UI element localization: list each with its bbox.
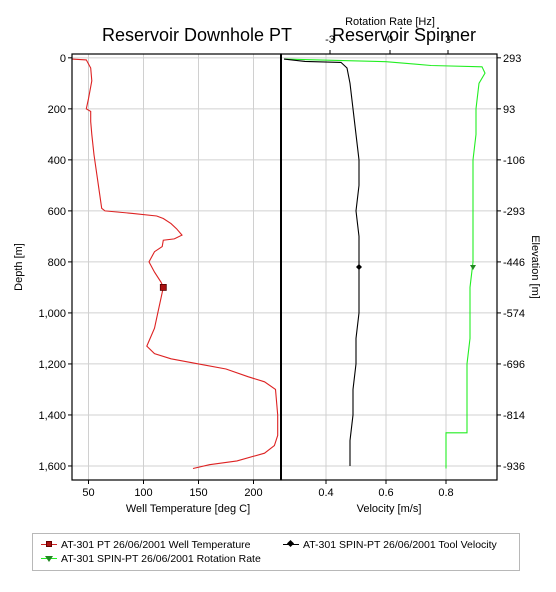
temperature-tick-label: 150 [189,487,207,499]
depth-tick-label: 200 [48,104,66,116]
temperature-tick-label: 100 [134,487,152,499]
depth-tick-label: 0 [60,53,66,65]
elevation-tick-label: 293 [503,53,521,65]
legend-label: AT-301 SPIN-PT 26/06/2001 Tool Velocity [303,539,497,551]
legend-label: AT-301 PT 26/06/2001 Well Temperature [61,539,251,551]
rotation-rate-tick-label: 3 [445,34,451,46]
red-square-marker-icon [41,540,57,550]
elevation-tick-label: -936 [503,461,525,473]
legend-label: AT-301 SPIN-PT 26/06/2001 Rotation Rate [61,553,261,565]
tool-velocity-line [283,58,360,466]
depth-tick-label: 1,200 [38,359,66,371]
black-diamond-marker-icon [283,539,299,550]
rotation-rate-line [283,58,486,469]
elevation-axis-label: Elevation [m] [529,235,541,299]
depth-tick-label: 1,400 [38,410,66,422]
depth-tick-label: 1,000 [38,308,66,320]
elevation-tick-label: -574 [503,308,525,320]
depth-tick-label: 400 [48,155,66,167]
green-triangle-marker-icon [41,554,57,564]
depth-tick-label: 600 [48,206,66,218]
rotation-rate-tick-label: -3 [325,34,335,46]
temperature-tick-label: 50 [82,487,94,499]
well-temperature-line [71,58,279,470]
elevation-tick-label: -446 [503,257,525,269]
rotation-rate-tick-label: 0 [387,34,393,46]
left-plot-frame [71,53,282,481]
depth-tick-label: 800 [48,257,66,269]
rotation-rate-marker [470,265,476,270]
rotation-rate-axis-label: Rotation Rate [Hz] [345,16,435,28]
tool-velocity-marker [356,264,362,270]
well-temperature-marker [159,284,167,291]
elevation-tick-label: -293 [503,206,525,218]
elevation-tick-label: -106 [503,155,525,167]
legend-item-rotation-rate: AT-301 SPIN-PT 26/06/2001 Rotation Rate [41,553,261,565]
depth-axis-label: Depth [m] [13,243,25,291]
temperature-axis-label: Well Temperature [deg C] [126,503,250,515]
temperature-tick-label: 200 [244,487,262,499]
legend-item-well-temperature: AT-301 PT 26/06/2001 Well Temperature [41,539,251,551]
right-chart-title: Reservoir Spinner [332,25,476,45]
left-chart-title: Reservoir Downhole PT [102,25,292,45]
velocity-tick-label: 0.4 [318,487,333,499]
right-plot-frame [280,53,498,481]
legend-item-tool-velocity: AT-301 SPIN-PT 26/06/2001 Tool Velocity [283,539,497,551]
elevation-tick-label: -696 [503,359,525,371]
elevation-tick-label: -814 [503,410,525,422]
depth-tick-label: 1,600 [38,461,66,473]
elevation-tick-label: 93 [503,104,515,116]
velocity-tick-label: 0.8 [438,487,453,499]
velocity-tick-label: 0.6 [378,487,393,499]
legend: AT-301 PT 26/06/2001 Well Temperature AT… [32,533,520,571]
velocity-axis-label: Velocity [m/s] [357,503,422,515]
